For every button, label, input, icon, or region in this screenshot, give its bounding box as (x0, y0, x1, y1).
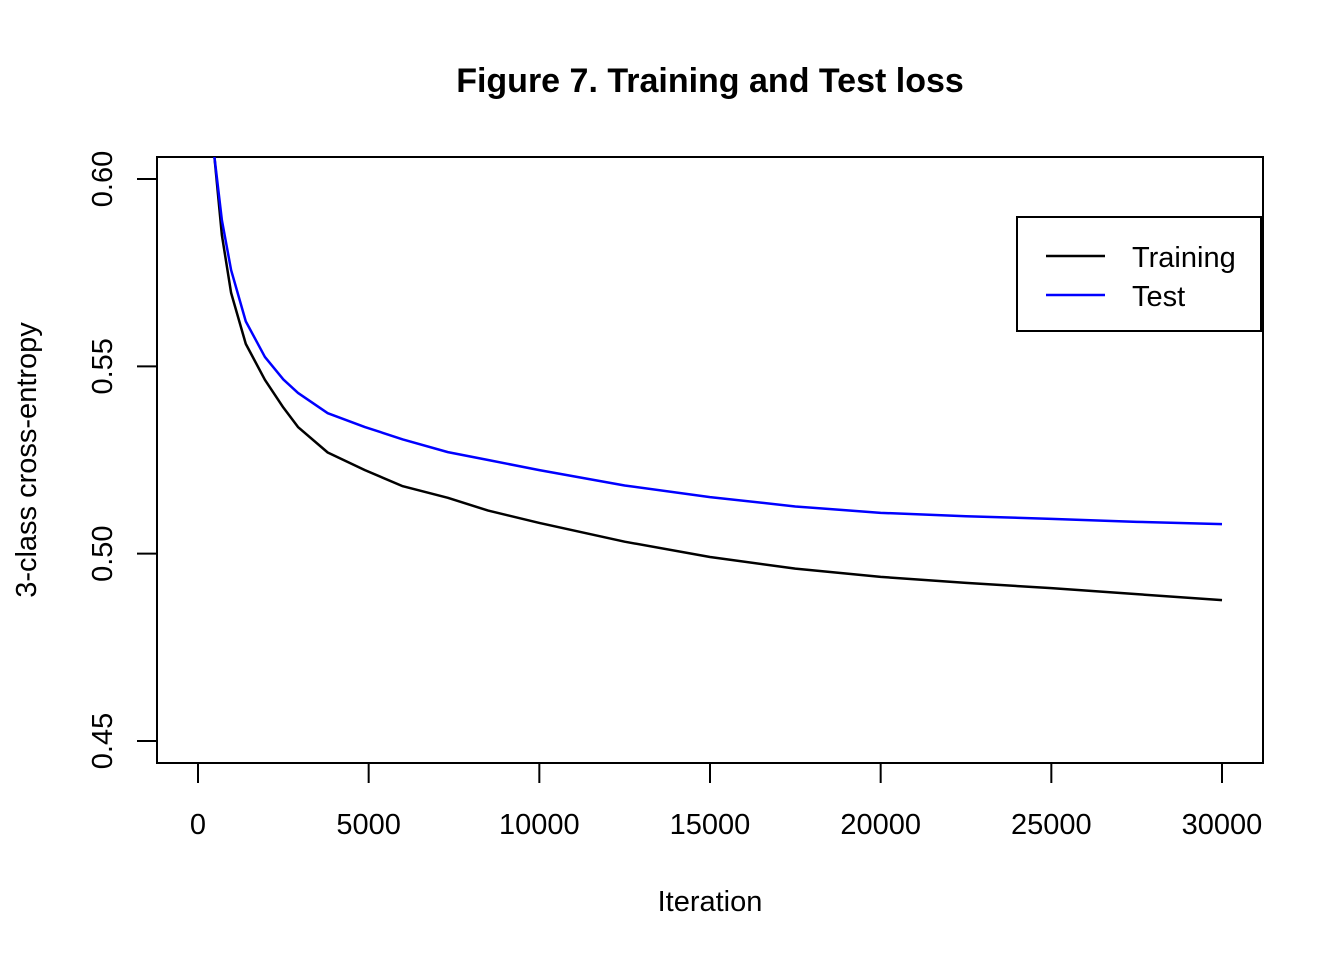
series-line-test (213, 157, 1223, 526)
series-line-training (213, 157, 1223, 602)
y-tick-label: 0.55 (87, 338, 119, 394)
x-tick-label: 20000 (840, 809, 921, 841)
y-axis-label: 3-class cross-entropy (11, 322, 43, 598)
y-tick-label: 0.45 (87, 713, 119, 769)
legend-label-training: Training (1132, 242, 1236, 274)
legend-label-test: Test (1132, 281, 1185, 313)
x-tick-label: 5000 (336, 809, 401, 841)
y-tick-label: 0.60 (87, 151, 119, 207)
x-tick-label: 15000 (670, 809, 751, 841)
x-tick-label: 10000 (499, 809, 580, 841)
legend-box (1016, 216, 1262, 332)
x-tick-label: 0 (190, 809, 206, 841)
chart-title: Figure 7. Training and Test loss (456, 62, 964, 100)
x-tick-label: 25000 (1011, 809, 1092, 841)
y-tick-label: 0.50 (87, 525, 119, 581)
legend: Training Test (1016, 216, 1262, 332)
x-axis-label: Iteration (658, 886, 763, 918)
x-tick-label: 30000 (1182, 809, 1263, 841)
